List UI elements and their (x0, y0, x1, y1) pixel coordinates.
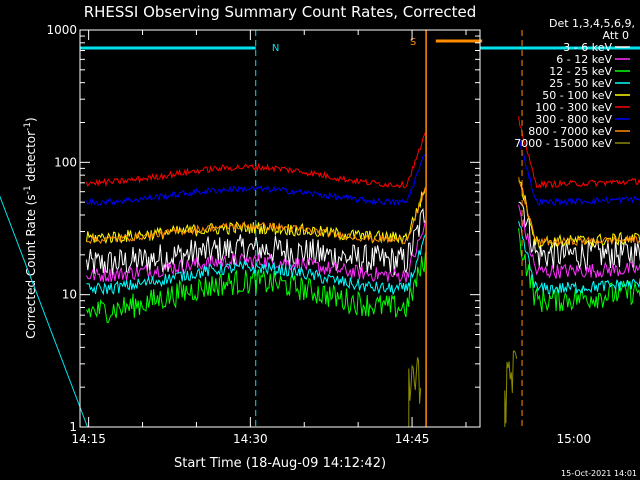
axes-group: 110100100014:1514:3014:4515:0015:1515:30… (46, 23, 592, 446)
y-axis-label-end: ) (24, 117, 38, 122)
y-tick-label-0: 1 (69, 420, 77, 434)
series-line-5 (86, 116, 640, 190)
saa-label: S (410, 37, 416, 48)
legend-label-5: 100 - 300 keV (535, 101, 612, 114)
y-axis-label: Corrected Count Rate (s-1 detector-1) (23, 117, 38, 338)
series-line-1 (86, 204, 640, 284)
x-tick-label-2: 14:45 (395, 432, 430, 446)
y-axis-label-sup2: -1 (23, 122, 33, 131)
legend-label-1: 6 - 12 keV (556, 53, 612, 66)
legend-label-7: 800 - 7000 keV (528, 125, 612, 138)
chart-title: RHESSI Observing Summary Count Rates, Co… (84, 3, 477, 21)
svg-text:Corrected Count Rate (s-1 dete: Corrected Count Rate (s-1 detector-1) (23, 117, 38, 338)
night-edge-left (0, 195, 89, 428)
y-axis-label-sup1: -1 (23, 185, 33, 194)
series-spike-0 (408, 357, 422, 427)
x-tick-label-3: 15:00 (557, 432, 592, 446)
y-axis-label-mid: detector (24, 131, 38, 186)
series-line-7 (86, 177, 640, 247)
legend-label-8: 7000 - 15000 keV (514, 137, 612, 150)
x-tick-label-0: 14:15 (71, 432, 106, 446)
y-tick-label-2: 100 (54, 155, 77, 169)
legend-label-6: 300 - 800 keV (535, 113, 612, 126)
legend-label-3: 25 - 50 keV (549, 77, 612, 90)
legend-header-line1: Det 1,3,4,5,6,9, (549, 17, 635, 30)
y-axis-label-main: Corrected Count Rate (s (24, 194, 38, 338)
legend-label-0: 3 - 6 keV (563, 41, 612, 54)
timestamp: 15-Oct-2021 14:01 (561, 469, 637, 478)
series-line-6 (86, 138, 640, 207)
legend-label-2: 12 - 25 keV (549, 65, 612, 78)
x-axis-label: Start Time (18-Aug-09 14:12:42) (174, 456, 386, 471)
plot-frame (79, 29, 481, 428)
overlay-group: NS (0, 30, 640, 428)
x-tick-label-1: 14:30 (233, 432, 268, 446)
series-line-0 (86, 201, 640, 276)
legend-header-line2: Att 0 (603, 29, 629, 42)
series-spike-1 (504, 350, 518, 427)
night-label: N (272, 43, 279, 54)
y-tick-label-3: 1000 (46, 23, 77, 37)
legend-label-4: 50 - 100 keV (542, 89, 612, 102)
y-tick-label-1: 10 (62, 288, 77, 302)
